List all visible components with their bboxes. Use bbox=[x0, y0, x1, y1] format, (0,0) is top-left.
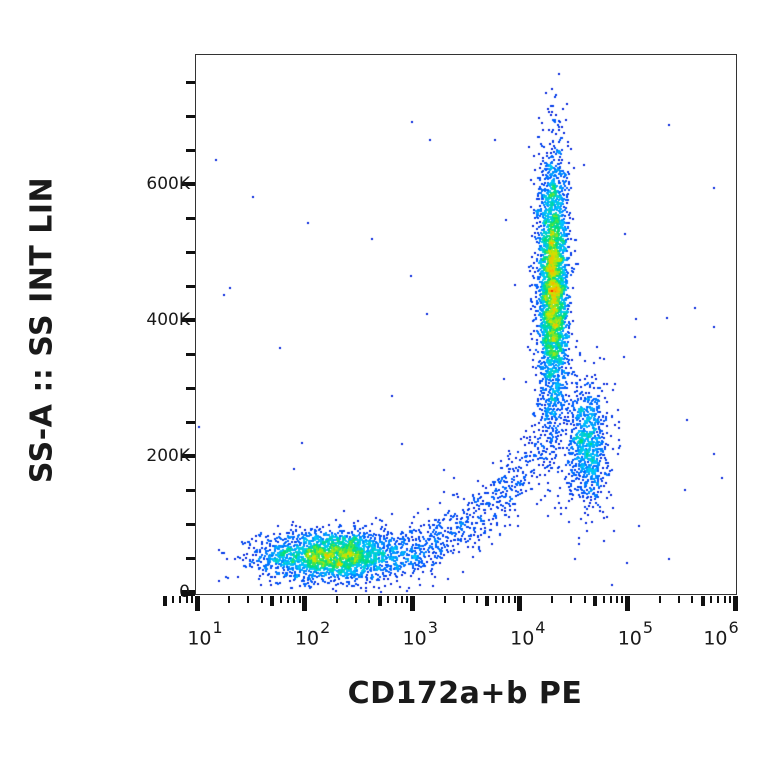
x-major-tick bbox=[409, 596, 415, 611]
y-tick-label: 600K bbox=[146, 174, 190, 194]
y-minor-tick bbox=[186, 250, 195, 254]
x-minor-tick bbox=[658, 596, 661, 603]
x-minor-tick bbox=[354, 596, 357, 603]
x-minor-tick bbox=[298, 596, 301, 603]
y-minor-tick bbox=[186, 386, 195, 390]
y-minor-tick bbox=[186, 556, 195, 560]
y-major-tick bbox=[181, 182, 195, 186]
x-minor-tick bbox=[335, 596, 338, 603]
x-minor-tick bbox=[260, 596, 263, 603]
y-major-tick bbox=[181, 454, 195, 458]
x-minor-tick bbox=[691, 596, 694, 603]
x-minor-tick bbox=[443, 596, 446, 603]
y-minor-tick bbox=[186, 80, 195, 84]
tick-base: 10 bbox=[510, 627, 535, 650]
y-minor-tick bbox=[186, 216, 195, 220]
x-minor-tick bbox=[228, 596, 231, 603]
tick-exponent: 3 bbox=[427, 618, 438, 637]
x-minor-tick bbox=[710, 596, 713, 603]
tick-exponent: 2 bbox=[320, 618, 331, 637]
x-tick-label: 106 bbox=[703, 618, 738, 650]
x-minor-tick bbox=[179, 596, 182, 603]
y-minor-tick bbox=[186, 148, 195, 152]
x-minor-tick bbox=[593, 596, 597, 606]
x-minor-tick bbox=[602, 596, 605, 603]
x-minor-tick bbox=[677, 596, 680, 603]
tick-base: 10 bbox=[703, 627, 728, 650]
x-axis-origin-mark bbox=[181, 592, 195, 596]
x-minor-tick bbox=[583, 596, 586, 603]
x-minor-tick bbox=[406, 596, 409, 603]
x-minor-tick bbox=[387, 596, 390, 603]
x-minor-tick bbox=[502, 596, 505, 603]
x-minor-tick bbox=[570, 596, 573, 603]
x-major-tick bbox=[194, 596, 200, 611]
x-minor-tick bbox=[162, 596, 167, 606]
x-tick-label: 102 bbox=[294, 618, 330, 650]
x-minor-tick bbox=[700, 596, 705, 606]
x-minor-tick bbox=[508, 596, 511, 603]
x-minor-tick bbox=[485, 596, 490, 606]
x-minor-tick bbox=[279, 596, 282, 603]
x-minor-tick bbox=[717, 596, 720, 603]
y-minor-tick bbox=[186, 284, 195, 288]
tick-base: 10 bbox=[294, 627, 320, 650]
x-minor-tick bbox=[494, 596, 497, 603]
x-minor-tick bbox=[377, 596, 382, 606]
x-tick-label: 105 bbox=[617, 618, 653, 650]
x-major-tick bbox=[732, 596, 738, 611]
dot-plot-events bbox=[195, 54, 737, 595]
x-minor-tick bbox=[400, 596, 403, 603]
x-minor-tick bbox=[185, 596, 188, 603]
x-minor-tick bbox=[247, 596, 250, 603]
tick-base: 10 bbox=[402, 627, 427, 650]
x-minor-tick bbox=[729, 596, 732, 603]
x-tick-label: 101 bbox=[187, 618, 222, 650]
x-minor-tick bbox=[368, 596, 371, 603]
tick-exponent: 1 bbox=[212, 618, 223, 637]
x-minor-tick bbox=[293, 596, 296, 603]
tick-exponent: 6 bbox=[728, 618, 739, 637]
x-minor-tick bbox=[475, 596, 478, 603]
x-minor-tick bbox=[615, 596, 618, 603]
x-minor-tick bbox=[551, 596, 554, 603]
x-minor-tick bbox=[191, 596, 194, 603]
x-minor-tick bbox=[723, 596, 726, 603]
x-minor-tick bbox=[609, 596, 612, 603]
y-minor-tick bbox=[186, 522, 195, 526]
x-minor-tick bbox=[172, 596, 175, 603]
y-minor-tick bbox=[186, 114, 195, 118]
y-major-tick bbox=[181, 318, 195, 322]
x-minor-tick bbox=[462, 596, 465, 603]
x-major-tick bbox=[302, 596, 308, 611]
x-axis-title: CD172a+b PE bbox=[347, 676, 583, 711]
y-tick-label: 200K bbox=[146, 446, 190, 466]
y-minor-tick bbox=[186, 352, 195, 356]
x-minor-tick bbox=[270, 596, 275, 606]
x-minor-tick bbox=[394, 596, 397, 603]
x-minor-tick bbox=[513, 596, 516, 603]
y-minor-tick bbox=[186, 420, 195, 424]
x-minor-tick bbox=[621, 596, 624, 603]
y-minor-tick bbox=[186, 488, 195, 492]
x-major-tick bbox=[624, 596, 630, 611]
y-tick-label: 400K bbox=[146, 310, 190, 330]
x-major-tick bbox=[517, 596, 523, 611]
tick-base: 10 bbox=[617, 627, 642, 650]
tick-exponent: 4 bbox=[535, 618, 546, 637]
x-tick-label: 103 bbox=[402, 618, 438, 650]
tick-base: 10 bbox=[187, 627, 212, 650]
tick-exponent: 5 bbox=[642, 618, 654, 637]
x-minor-tick bbox=[286, 596, 289, 603]
y-axis-title: SS-A :: SS INT LIN bbox=[24, 176, 60, 484]
x-tick-label: 104 bbox=[510, 618, 545, 650]
